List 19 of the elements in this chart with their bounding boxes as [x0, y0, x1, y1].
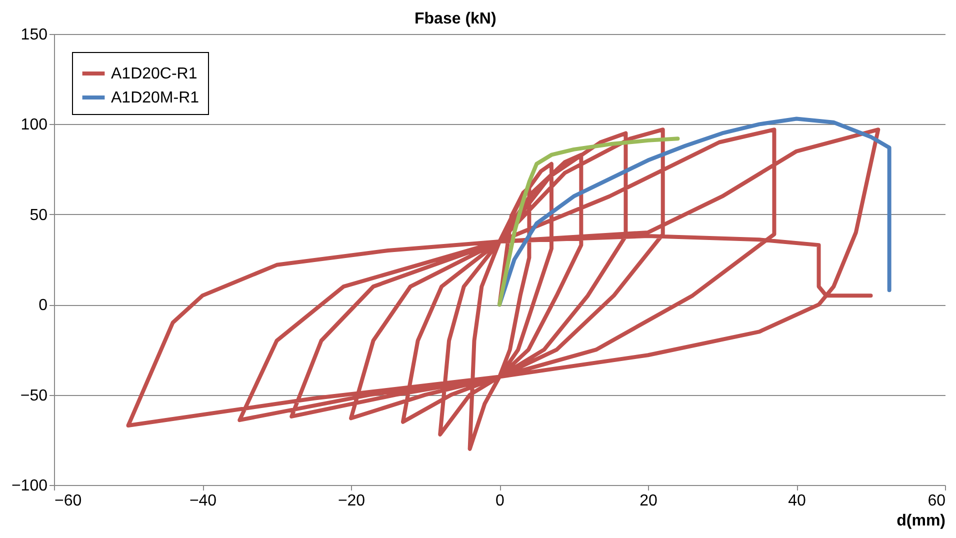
y-tick-label: 100 — [20, 116, 48, 134]
y-tick-label: 0 — [38, 297, 48, 314]
y-tick-label: −100 — [11, 478, 48, 494]
y-tick-label: 50 — [30, 206, 48, 224]
x-tick-label: −40 — [189, 492, 217, 510]
x-tick-label: 20 — [640, 492, 658, 510]
line-series — [126, 128, 880, 451]
y-tick-label: 150 — [20, 26, 48, 44]
x-tick-label: 40 — [788, 492, 806, 510]
x-axis-title: d(mm) — [896, 512, 946, 530]
line-series — [498, 136, 680, 307]
legend-label: A1D20C-R1 — [111, 66, 198, 82]
x-tick-label: 60 — [928, 492, 946, 510]
x-tick-label: 0 — [496, 492, 505, 510]
x-tick-label: −20 — [338, 492, 366, 510]
x-tick-label: −60 — [54, 492, 82, 510]
legend-label: A1D20M-R1 — [111, 90, 200, 106]
y-tick-label: −50 — [20, 387, 48, 404]
y-axis-title: Fbase (kN) — [414, 10, 496, 28]
